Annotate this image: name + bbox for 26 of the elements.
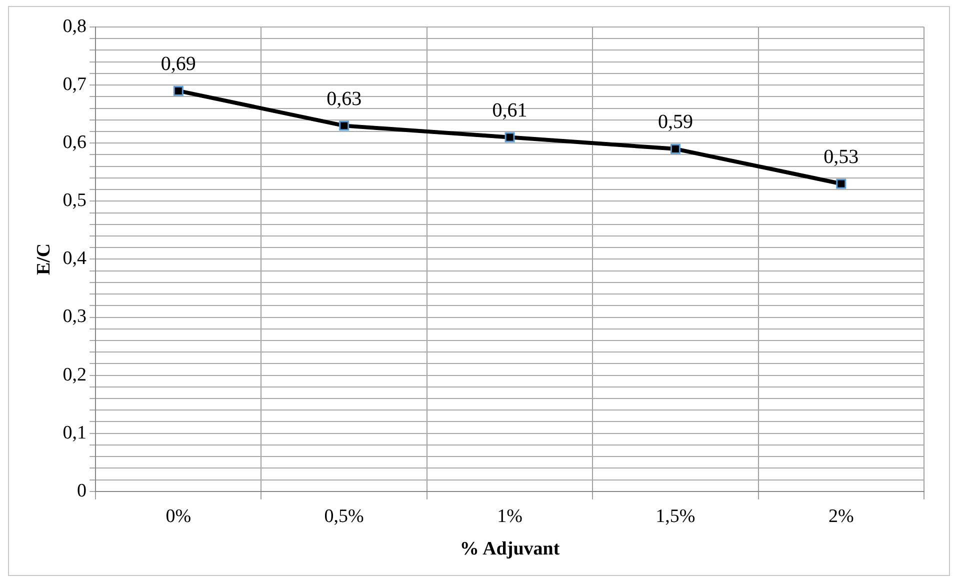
- y-tick-label: 0,4: [62, 248, 88, 270]
- y-tick-label: 0,3: [62, 306, 87, 328]
- data-label: 0,69: [160, 53, 196, 76]
- x-tick-label: 0%: [166, 506, 192, 527]
- x-axis-title: % Adjuvant: [460, 538, 560, 560]
- data-label: 0,61: [492, 100, 528, 122]
- point: [339, 120, 350, 131]
- point: [670, 144, 680, 154]
- y-tick-label: 0,2: [62, 364, 87, 386]
- x-tick-label: 0,5%: [324, 506, 364, 527]
- data-label: 0,63: [326, 88, 362, 110]
- y-tick-label: 0,1: [62, 422, 87, 444]
- y-axis-title: E/C: [33, 243, 54, 276]
- y-tick-label: 0: [77, 480, 87, 502]
- x-tick-label: 1,5%: [656, 506, 696, 527]
- point: [504, 132, 515, 142]
- x-tick-label: 1%: [497, 506, 523, 527]
- y-tick-label: 0,6: [62, 132, 87, 154]
- x-tick-label: 2%: [828, 506, 854, 527]
- y-tick-label: 0,5: [62, 190, 87, 212]
- point: [173, 86, 184, 96]
- point: [836, 178, 846, 189]
- y-tick-label: 0,8: [62, 16, 87, 37]
- data-label: 0,59: [658, 111, 693, 134]
- y-tick-label: 0,7: [62, 74, 87, 96]
- data-label: 0,53: [824, 146, 859, 168]
